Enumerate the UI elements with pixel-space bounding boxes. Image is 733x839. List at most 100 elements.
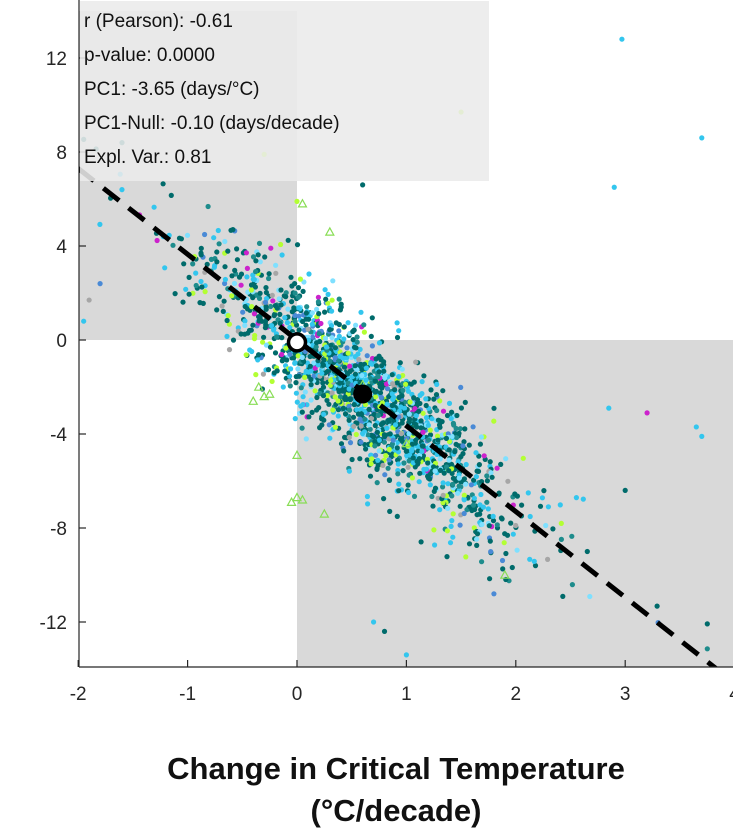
data-point xyxy=(255,252,261,258)
outlier-point xyxy=(699,135,705,141)
data-point xyxy=(514,493,521,499)
data-point xyxy=(224,333,230,339)
data-point xyxy=(448,523,454,530)
data-point xyxy=(306,337,312,343)
data-point xyxy=(462,399,468,405)
data-point xyxy=(449,409,455,415)
data-point xyxy=(316,331,322,337)
data-point xyxy=(474,531,481,537)
data-point xyxy=(423,402,429,409)
data-point xyxy=(377,381,383,387)
data-point xyxy=(238,331,244,337)
data-point xyxy=(216,294,222,300)
data-point xyxy=(453,441,459,447)
data-point xyxy=(200,300,206,306)
data-point xyxy=(539,495,546,501)
data-point xyxy=(310,334,316,340)
y-tick-label: 12 xyxy=(46,49,67,70)
data-point xyxy=(208,256,214,262)
data-point xyxy=(231,280,238,287)
data-point xyxy=(253,269,259,275)
data-point xyxy=(193,282,199,289)
data-point xyxy=(305,326,311,332)
data-point xyxy=(420,429,426,435)
data-point xyxy=(373,452,379,458)
data-point xyxy=(418,425,424,431)
data-point xyxy=(372,402,378,409)
data-point xyxy=(323,296,329,302)
data-point xyxy=(282,368,288,374)
data-point xyxy=(704,621,710,627)
data-point xyxy=(445,481,451,487)
data-point xyxy=(369,343,375,349)
data-point xyxy=(342,411,349,417)
data-point xyxy=(273,270,279,276)
data-point xyxy=(463,481,469,487)
data-point xyxy=(477,511,483,517)
data-point xyxy=(584,548,590,555)
data-point xyxy=(368,415,375,421)
outlier-point xyxy=(119,187,125,193)
data-point xyxy=(303,436,309,442)
data-point xyxy=(269,292,275,298)
data-point xyxy=(346,386,352,392)
data-point xyxy=(406,431,412,437)
x-tick-label: 4 xyxy=(729,684,733,705)
data-point xyxy=(330,407,336,413)
data-point xyxy=(295,366,301,372)
data-point xyxy=(220,308,226,314)
data-point xyxy=(202,289,208,295)
data-point xyxy=(266,271,272,277)
data-point xyxy=(531,558,537,565)
data-point xyxy=(202,231,208,238)
data-point xyxy=(484,499,490,505)
data-point xyxy=(274,305,280,311)
data-point xyxy=(520,455,526,461)
data-point xyxy=(448,416,454,422)
data-point xyxy=(243,250,249,256)
data-point xyxy=(413,421,419,428)
data-point xyxy=(244,274,250,280)
data-point xyxy=(432,485,439,491)
data-point xyxy=(458,405,464,411)
data-point xyxy=(394,513,400,520)
data-point xyxy=(394,445,400,451)
data-point xyxy=(404,453,410,459)
data-point xyxy=(349,456,355,463)
outlier-point xyxy=(370,619,377,625)
data-point xyxy=(363,377,369,383)
data-point xyxy=(361,329,367,335)
data-point xyxy=(198,245,204,251)
data-point xyxy=(296,327,302,333)
data-point xyxy=(569,533,575,539)
data-point xyxy=(445,505,451,511)
data-point xyxy=(463,554,469,560)
data-point xyxy=(338,441,345,447)
data-point xyxy=(302,374,308,380)
data-point xyxy=(226,347,233,353)
data-point xyxy=(160,181,166,187)
data-point xyxy=(457,522,463,528)
data-point xyxy=(354,407,360,413)
data-point xyxy=(400,468,406,474)
data-point xyxy=(458,384,464,390)
data-point xyxy=(324,393,330,399)
data-point xyxy=(411,379,417,385)
data-point xyxy=(380,427,386,433)
data-point xyxy=(234,246,240,252)
data-point xyxy=(471,477,477,483)
data-point xyxy=(332,345,338,351)
data-point xyxy=(221,298,227,304)
data-point xyxy=(461,492,467,498)
x-axis-label-line2: (°C/decade) xyxy=(310,793,482,828)
data-point xyxy=(410,455,416,461)
data-point xyxy=(300,288,306,294)
outlier-point xyxy=(97,281,103,287)
data-point xyxy=(311,360,317,366)
data-point xyxy=(222,238,228,245)
data-point xyxy=(309,310,315,316)
data-point xyxy=(278,287,284,293)
data-point xyxy=(466,442,472,448)
data-point xyxy=(329,308,335,314)
